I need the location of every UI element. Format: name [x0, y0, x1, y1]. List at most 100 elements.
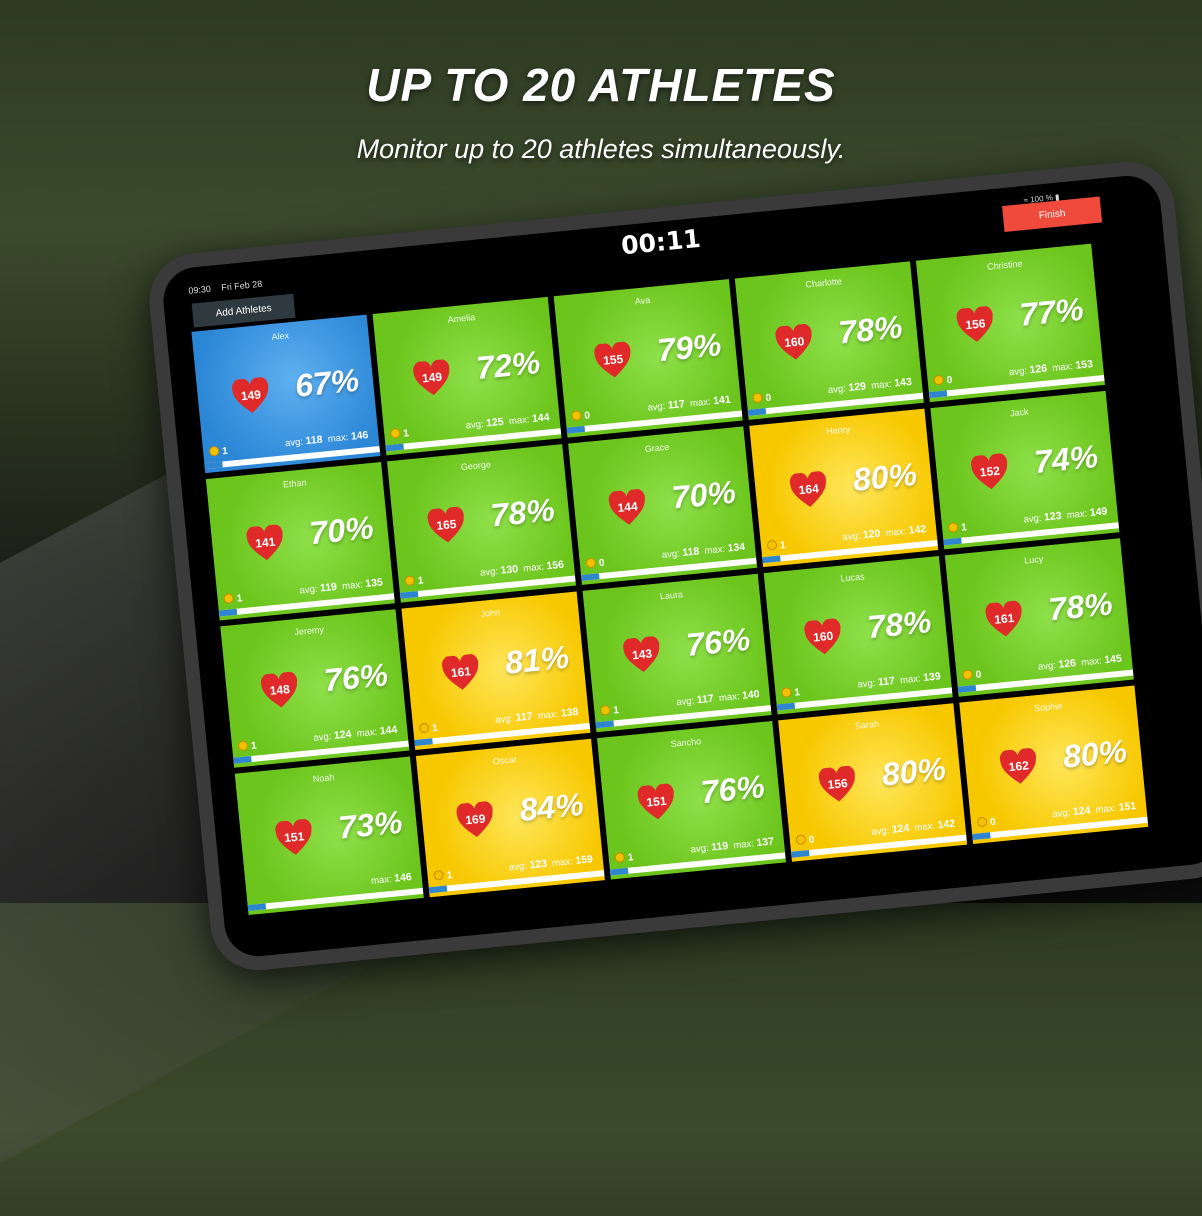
athlete-name: Ava — [634, 294, 651, 307]
athlete-tile[interactable]: Grace 144 70% avg: 118 max: 134 0 — [568, 426, 758, 585]
progress-fill — [943, 537, 962, 546]
lap-counter: 0 — [976, 816, 996, 830]
athlete-name: John — [480, 607, 501, 619]
athlete-tile[interactable]: Sancho 151 76% avg: 119 max: 137 1 — [597, 721, 787, 880]
avg-value: 123 — [1043, 509, 1063, 524]
tablet-device: 09:30 Fri Feb 28 ≈ 100 % ▮ 00:11 Finish … — [145, 157, 1202, 975]
progress-fill — [233, 756, 252, 764]
lap-count: 1 — [779, 539, 787, 552]
athlete-tile[interactable]: Alex 149 67% avg: 118 max: 146 1 — [191, 314, 381, 474]
progress-fill — [247, 903, 266, 912]
max-label: max: — [1051, 360, 1077, 374]
athlete-tile[interactable]: Jeremy 148 76% avg: 124 max: 144 1 — [220, 609, 410, 768]
effort-percent: 76% — [322, 656, 390, 699]
lap-count: 1 — [431, 722, 439, 735]
hr-stats: avg: 125 max: 144 — [465, 411, 550, 431]
athlete-tile[interactable]: George 165 78% avg: 130 max: 156 1 — [386, 444, 577, 603]
lap-count: 1 — [612, 704, 620, 717]
lap-count: 1 — [402, 428, 410, 440]
effort-percent: 76% — [698, 768, 767, 811]
effort-percent: 78% — [836, 308, 905, 351]
max-label: max: — [508, 414, 533, 428]
max-value: 134 — [727, 540, 746, 555]
app-screen: 09:30 Fri Feb 28 ≈ 100 % ▮ 00:11 Finish … — [160, 172, 1202, 960]
avg-label: avg: — [299, 583, 321, 597]
athlete-grid: Alex 149 67% avg: 118 max: 146 1 Amelia … — [191, 243, 1149, 916]
lap-count: 0 — [765, 392, 772, 405]
athlete-tile[interactable]: Ethan 141 70% avg: 119 max: 135 1 — [205, 461, 395, 621]
athlete-tile[interactable]: Lucy 161 78% avg: 126 max: 145 0 — [944, 538, 1134, 697]
progress-fill — [762, 555, 781, 564]
effort-percent: 80% — [880, 750, 948, 793]
progress-fill — [204, 461, 223, 470]
athlete-tile[interactable]: John 161 81% avg: 117 max: 138 1 — [401, 591, 591, 750]
lap-counter: 0 — [570, 409, 591, 423]
max-value: 153 — [1074, 358, 1094, 372]
lap-counter: 1 — [404, 574, 424, 588]
athlete-name: George — [460, 459, 492, 473]
athlete-tile[interactable]: Henry 164 80% avg: 120 max: 142 1 — [749, 408, 939, 568]
clock-icon — [237, 740, 249, 752]
max-label: max: — [1095, 802, 1120, 816]
hr-stats: avg: 117 max: 138 — [495, 706, 579, 726]
athlete-tile[interactable]: Noah 151 73% max: 146 — [234, 756, 424, 916]
lap-counter: 1 — [237, 739, 257, 753]
hr-stats: avg: 120 max: 142 — [842, 523, 927, 543]
athlete-tile[interactable]: Jack 152 74% avg: 123 max: 149 1 — [930, 390, 1120, 550]
hr-stats: avg: 124 max: 142 — [871, 818, 956, 838]
lap-counter: 1 — [418, 722, 439, 736]
athlete-tile[interactable]: Sarah 156 80% avg: 124 max: 142 0 — [778, 703, 968, 862]
avg-label: avg: — [1037, 659, 1060, 673]
athlete-tile[interactable]: Laura 143 76% avg: 117 max: 140 1 — [582, 573, 772, 733]
progress-fill — [791, 850, 810, 858]
hr-stats: avg: 129 max: 143 — [827, 376, 912, 396]
effort-percent: 80% — [851, 455, 919, 498]
athlete-tile[interactable]: Oscar 169 84% avg: 123 max: 159 1 — [415, 738, 605, 898]
hr-stats: avg: 119 max: 135 — [299, 576, 383, 596]
athlete-tile[interactable]: Christine 156 77% avg: 126 max: 153 0 — [915, 243, 1105, 403]
max-value: 143 — [893, 375, 913, 390]
heart-icon: 169 — [455, 800, 496, 841]
athlete-name: Sarah — [854, 718, 880, 731]
progress-fill — [428, 885, 447, 894]
lap-counter: 1 — [599, 704, 620, 718]
athlete-tile[interactable]: Sophie 162 80% avg: 124 max: 151 0 — [959, 685, 1149, 844]
max-value: 159 — [574, 853, 594, 867]
avg-value: 126 — [1057, 657, 1077, 671]
clock-icon — [585, 557, 597, 569]
effort-percent: 81% — [503, 638, 571, 681]
avg-label: avg: — [1051, 807, 1074, 821]
avg-label: avg: — [1023, 512, 1045, 526]
max-value: 140 — [741, 688, 761, 702]
lap-counter: 0 — [933, 374, 953, 388]
avg-label: avg: — [661, 547, 683, 561]
lap-counter: 0 — [795, 833, 815, 847]
athlete-name: Jeremy — [293, 624, 325, 638]
progress-bar — [972, 816, 1148, 841]
max-label: max: — [370, 873, 395, 887]
hr-stats: avg: 117 max: 140 — [676, 688, 760, 708]
athlete-tile[interactable]: Ava 155 79% avg: 117 max: 141 0 — [553, 279, 743, 438]
effort-percent: 79% — [655, 326, 723, 369]
avg-value: 117 — [877, 674, 896, 689]
avg-value: 120 — [862, 527, 881, 542]
lap-count: 0 — [808, 834, 816, 846]
clock-icon — [752, 392, 764, 404]
avg-value: 124 — [333, 728, 352, 742]
clock-icon — [933, 374, 945, 386]
athlete-tile[interactable]: Lucas 160 78% avg: 117 max: 139 1 — [763, 555, 953, 715]
max-value: 137 — [755, 835, 775, 850]
clock-icon — [614, 852, 626, 863]
hr-stats: avg: 124 max: 144 — [313, 724, 398, 744]
athlete-tile[interactable]: Amelia 149 72% avg: 125 max: 144 1 — [372, 296, 562, 456]
max-label: max: — [885, 525, 910, 540]
athlete-tile[interactable]: Charlotte 160 78% avg: 129 max: 143 0 — [734, 261, 924, 420]
athlete-name: Oscar — [492, 754, 518, 767]
avg-label: avg: — [827, 382, 850, 396]
avg-label: avg: — [508, 860, 531, 874]
effort-percent: 67% — [293, 361, 361, 404]
max-value: 151 — [1118, 799, 1137, 814]
heart-icon: 144 — [607, 488, 648, 528]
clock-icon — [389, 427, 401, 439]
avg-value: 126 — [1029, 362, 1048, 377]
